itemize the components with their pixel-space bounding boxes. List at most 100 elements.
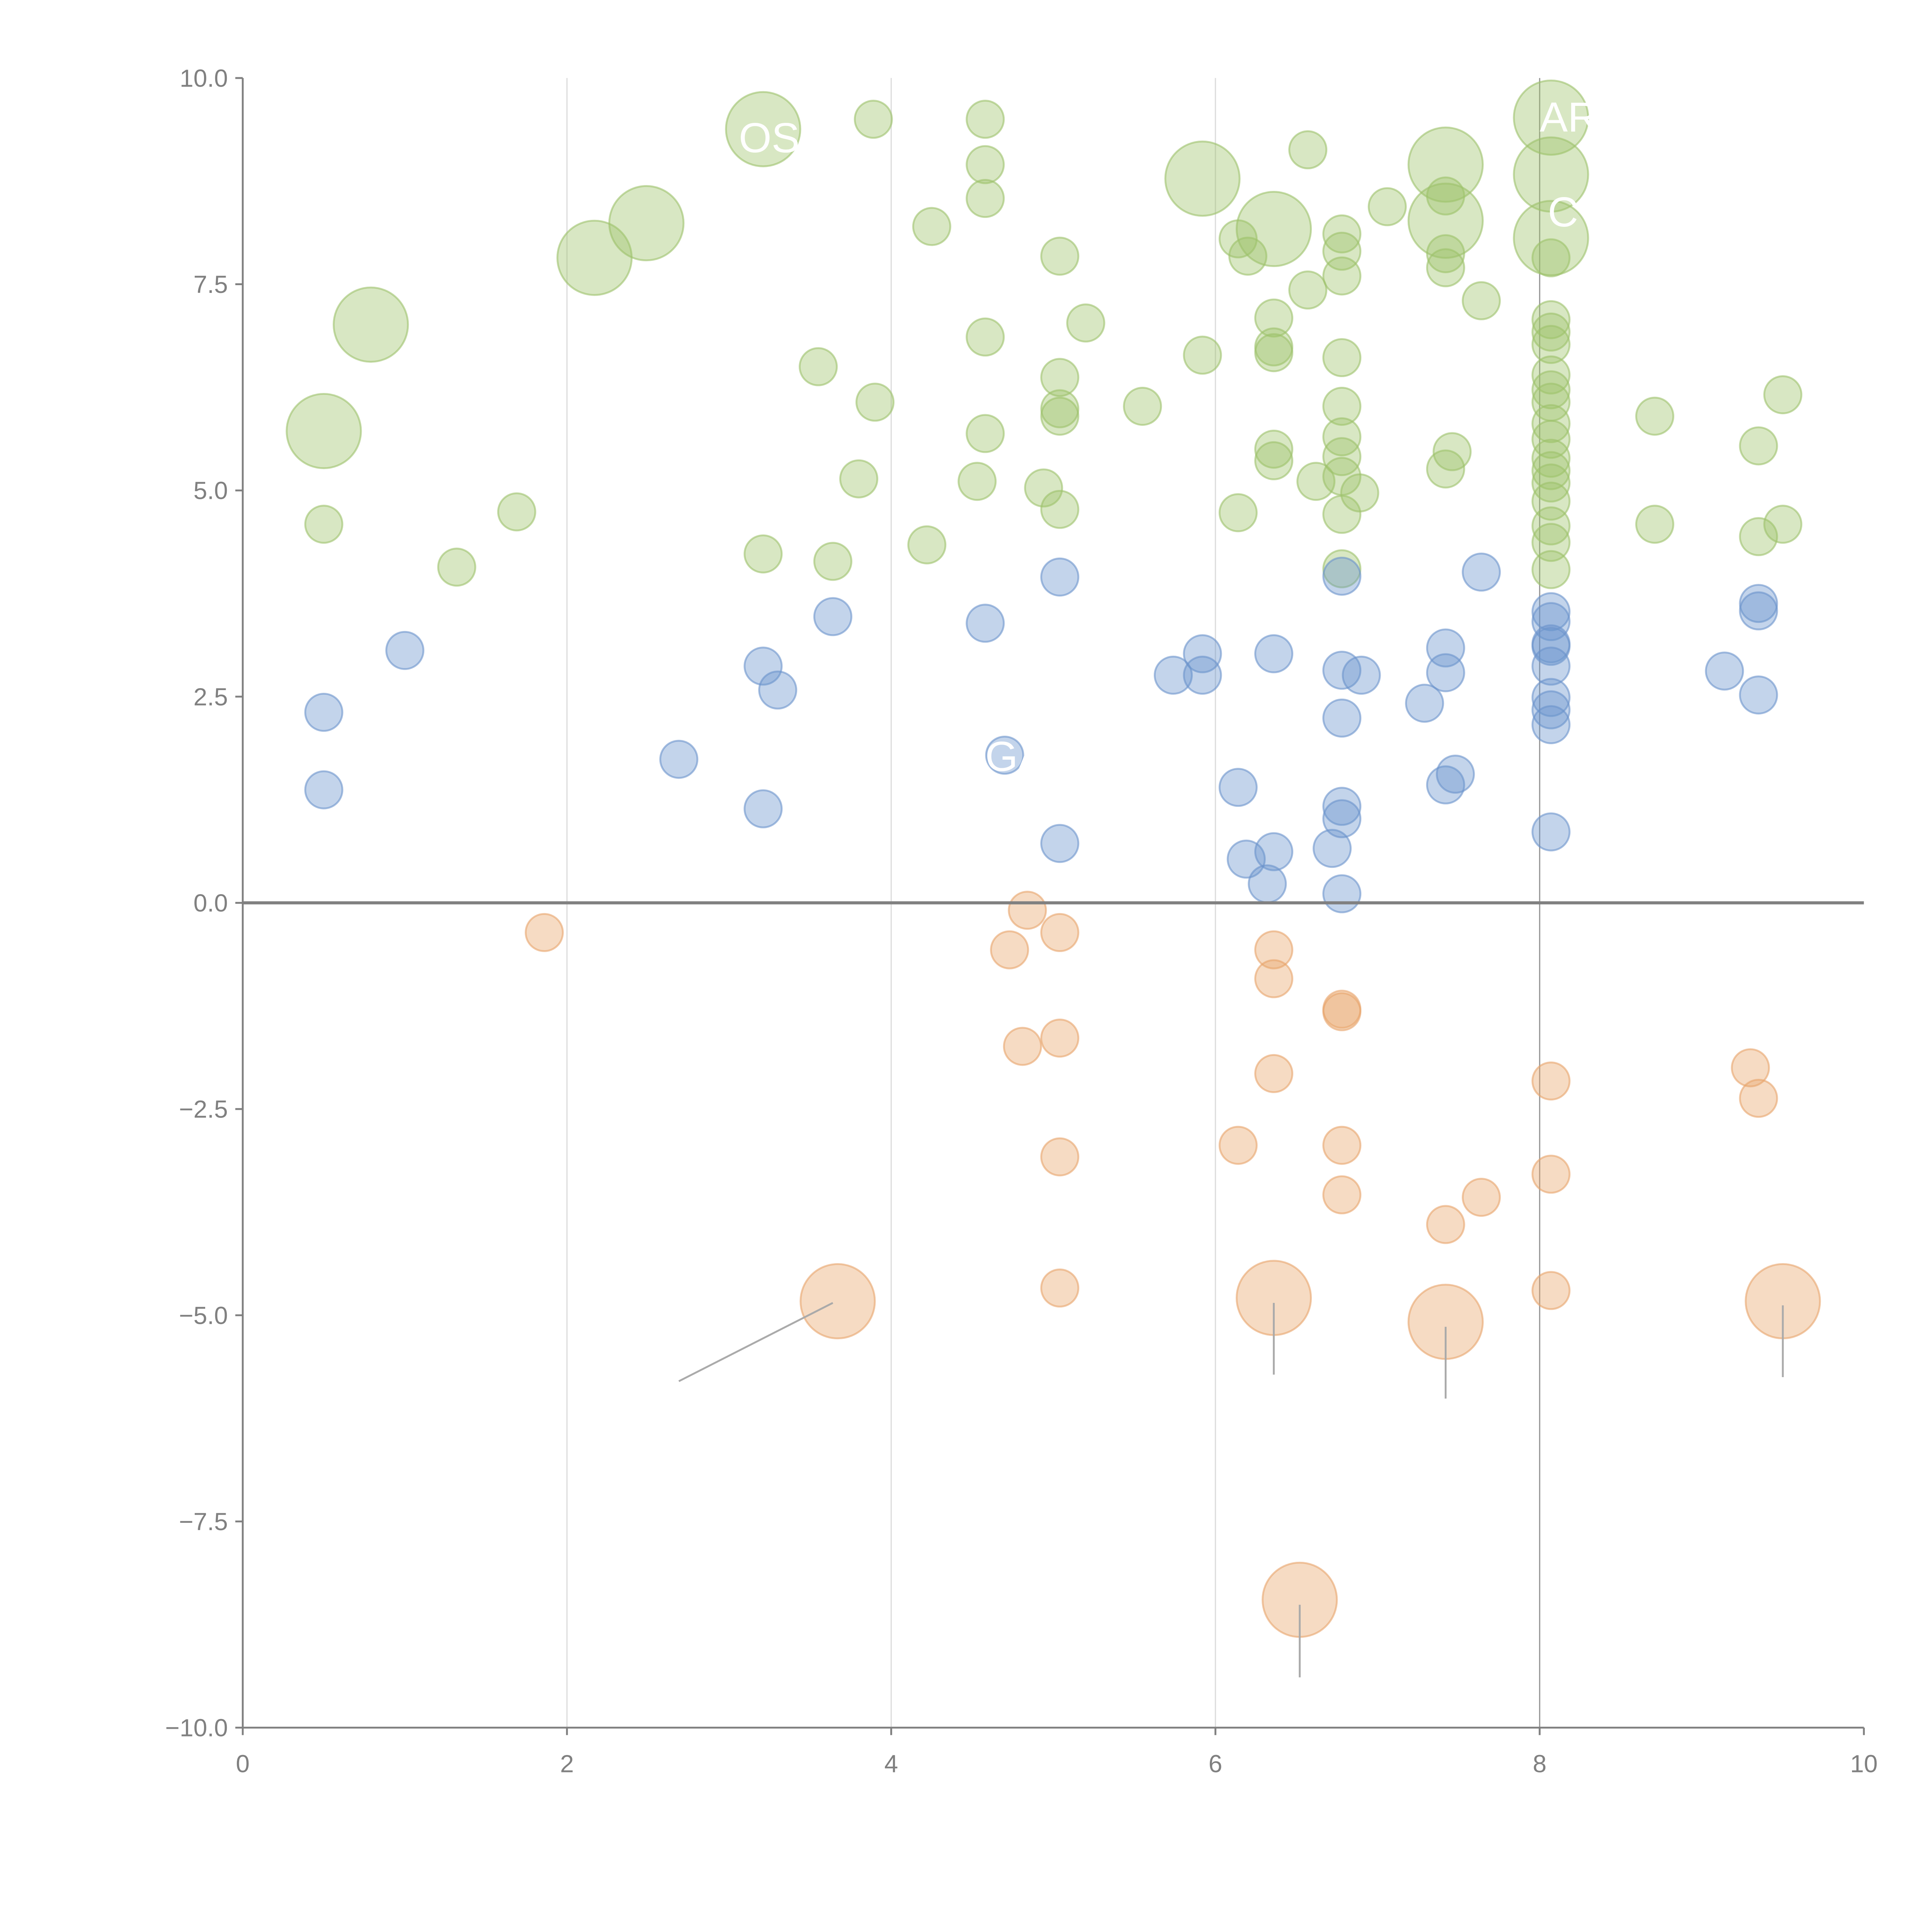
bubble-green <box>1513 136 1589 213</box>
bubble-blue <box>1040 557 1080 597</box>
bubble-green <box>966 145 1005 184</box>
bubble-orange <box>1322 1126 1362 1165</box>
annotation-label: AR <box>1540 94 1598 141</box>
bubble-green <box>1763 375 1803 415</box>
bubble-green <box>1254 430 1294 469</box>
bubble-green <box>1367 187 1407 226</box>
bubble-orange <box>1731 1048 1770 1087</box>
bubble-blue <box>1435 755 1475 794</box>
bubble-green <box>1739 517 1778 556</box>
bubble-green <box>1407 182 1484 259</box>
bubble-green <box>966 100 1005 139</box>
bubble-blue <box>1462 553 1501 592</box>
bubble-green <box>1531 325 1571 364</box>
bubble-blue <box>1322 651 1362 690</box>
bubble-blue <box>1531 627 1571 666</box>
bubble-blue <box>1254 832 1294 871</box>
bubble-green <box>1739 426 1778 466</box>
bubble-blue <box>1405 684 1444 723</box>
bubble-green <box>1531 238 1571 277</box>
annotations: OS AR C GA <box>739 94 1598 780</box>
bubble-orange <box>1531 1271 1571 1310</box>
bubble-blue <box>1531 690 1571 730</box>
bubble-green <box>608 185 685 262</box>
bubble-blue <box>1426 653 1465 692</box>
bubble-green <box>1322 437 1362 476</box>
bubble-green <box>1322 417 1362 456</box>
bubble-green <box>1531 355 1571 395</box>
bubble-green <box>304 505 344 544</box>
bubble-green <box>743 534 783 574</box>
bubble-green <box>1635 505 1674 544</box>
bubble-blue <box>1322 799 1362 838</box>
bubble-green <box>957 462 997 501</box>
bubbles <box>286 79 1821 1638</box>
bubble-orange <box>1531 1155 1571 1194</box>
y-tick-label: 10.0 <box>180 64 228 92</box>
bubble-green <box>855 383 895 422</box>
bubble-green <box>1407 126 1484 203</box>
bubble-blue <box>1531 592 1571 631</box>
bubble-green <box>437 548 476 587</box>
bubble-green <box>1513 79 1589 156</box>
x-tick-label: 2 <box>560 1750 574 1778</box>
y-tick-label: 0.0 <box>194 889 228 917</box>
leader-line <box>678 1302 833 1382</box>
x-tick-label: 0 <box>236 1750 250 1778</box>
bubble-blue <box>1531 646 1571 686</box>
bubble-green <box>1426 248 1465 287</box>
bubble-orange <box>799 1263 876 1340</box>
y-tick-label: −5.0 <box>179 1301 228 1329</box>
bubble-blue <box>813 597 852 636</box>
bubble-blue <box>659 740 699 779</box>
bubble-green <box>1288 270 1328 310</box>
bubble-orange <box>1040 913 1080 952</box>
bubble-orange <box>1739 1078 1778 1118</box>
bubble-blue <box>1183 655 1222 695</box>
bubble-green <box>1531 523 1571 562</box>
bubble-green <box>1040 490 1080 529</box>
bubble-green <box>1322 256 1362 296</box>
bubble-green <box>1024 468 1063 508</box>
bubble-blue <box>1183 634 1222 673</box>
bubble-green <box>1322 387 1362 426</box>
bubble-orange <box>1003 1027 1042 1066</box>
bubble-green <box>1340 473 1379 513</box>
bubble-blue <box>1739 675 1778 715</box>
bubble-green <box>725 91 801 167</box>
bubble-green <box>966 179 1005 218</box>
y-tick-label: 5.0 <box>194 477 228 505</box>
annotation-label: C <box>1548 189 1578 236</box>
bubble-blue <box>758 670 798 710</box>
bubble-blue <box>1153 655 1193 695</box>
bubble-blue <box>1739 591 1778 631</box>
bubble-green <box>907 525 947 565</box>
bubble-green <box>1254 298 1294 338</box>
axes: 0 2 4 6 8 10 10.0 7.5 5.0 2.5 0.0 −2.5 −5.0 −7.5 −10.0 <box>165 64 1878 1777</box>
bubble-blue <box>1313 829 1352 868</box>
bubble-green <box>1183 335 1222 375</box>
bubble-green <box>912 207 951 246</box>
bubble-green <box>813 542 852 581</box>
bubble-orange <box>1426 1205 1465 1244</box>
bubble-green <box>1235 191 1312 267</box>
bubble-orange <box>525 913 564 952</box>
y-tick-label: −10.0 <box>165 1714 228 1742</box>
bubble-orange <box>1254 959 1294 998</box>
bubble-blue <box>1322 787 1362 826</box>
x-tick-label: 4 <box>884 1750 898 1778</box>
bubble-green <box>1066 303 1105 343</box>
x-tick-label: 8 <box>1533 1750 1547 1778</box>
bubble-green <box>799 347 838 386</box>
bubble-green <box>1513 200 1589 276</box>
bubble-blue <box>966 604 1005 643</box>
bubble-blue <box>1531 705 1571 744</box>
bubble-blue <box>1342 655 1381 695</box>
bubble-green <box>497 492 536 532</box>
bubble-blue <box>743 789 783 828</box>
leader-lines <box>678 1302 1784 1677</box>
bubble-green <box>1462 281 1501 320</box>
bubble-green <box>1296 462 1336 501</box>
y-tick-label: −2.5 <box>179 1095 228 1123</box>
